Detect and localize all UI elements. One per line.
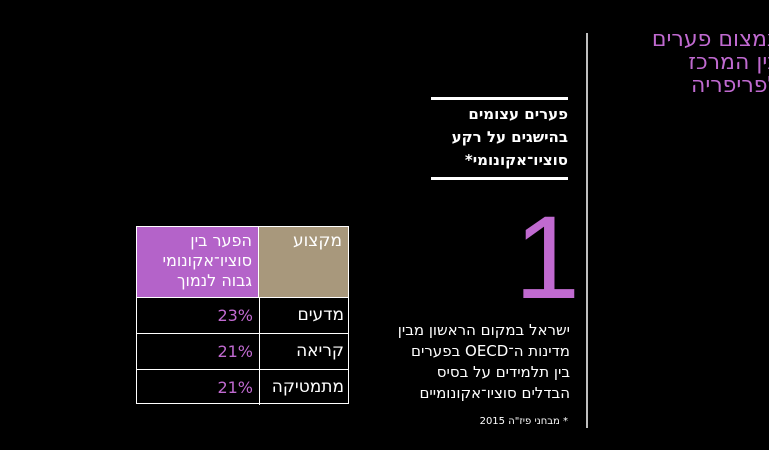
description: ישראל במקום הראשון מבין מדינות ה־OECD בפ…	[397, 321, 570, 402]
table-header-gap: הפער בין סוציו־אקונומי גבוה לנמוך	[137, 227, 259, 297]
footnote: * מבחני פיז"ה 2015	[479, 416, 568, 427]
table-row: מתמטיקה 21%	[137, 369, 348, 405]
subheading: פערים עצומים בהישגים על רקע סוציו־אקונומ…	[451, 105, 568, 169]
table-cell-gap: 23%	[217, 306, 253, 325]
title-container: צמצום פערים בין המרכז לפריפריה	[600, 28, 769, 108]
subheading-rule-top	[431, 97, 568, 100]
table-row: קריאה 21%	[137, 333, 348, 369]
subheading-rule-bottom	[431, 177, 568, 180]
table-cell-subject: קריאה	[296, 341, 344, 361]
table-cell-gap: 21%	[217, 378, 253, 397]
table-header-subject: מקצוע	[259, 227, 348, 297]
gap-table: מקצוע הפער בין סוציו־אקונומי גבוה לנמוך …	[136, 226, 349, 405]
table-cell-subject: מתמטיקה	[271, 377, 344, 397]
table-column-divider	[259, 334, 260, 369]
table-column-divider	[259, 370, 260, 405]
big-number: 1	[514, 192, 580, 324]
page-title: צמצום פערים בין המרכז לפריפריה	[651, 28, 769, 98]
table-cell-gap: 21%	[217, 342, 253, 361]
table-cell-subject: מדעים	[297, 305, 344, 325]
table-row: מדעים 23%	[137, 297, 348, 333]
table-column-divider	[259, 298, 260, 333]
vertical-divider	[586, 33, 588, 428]
